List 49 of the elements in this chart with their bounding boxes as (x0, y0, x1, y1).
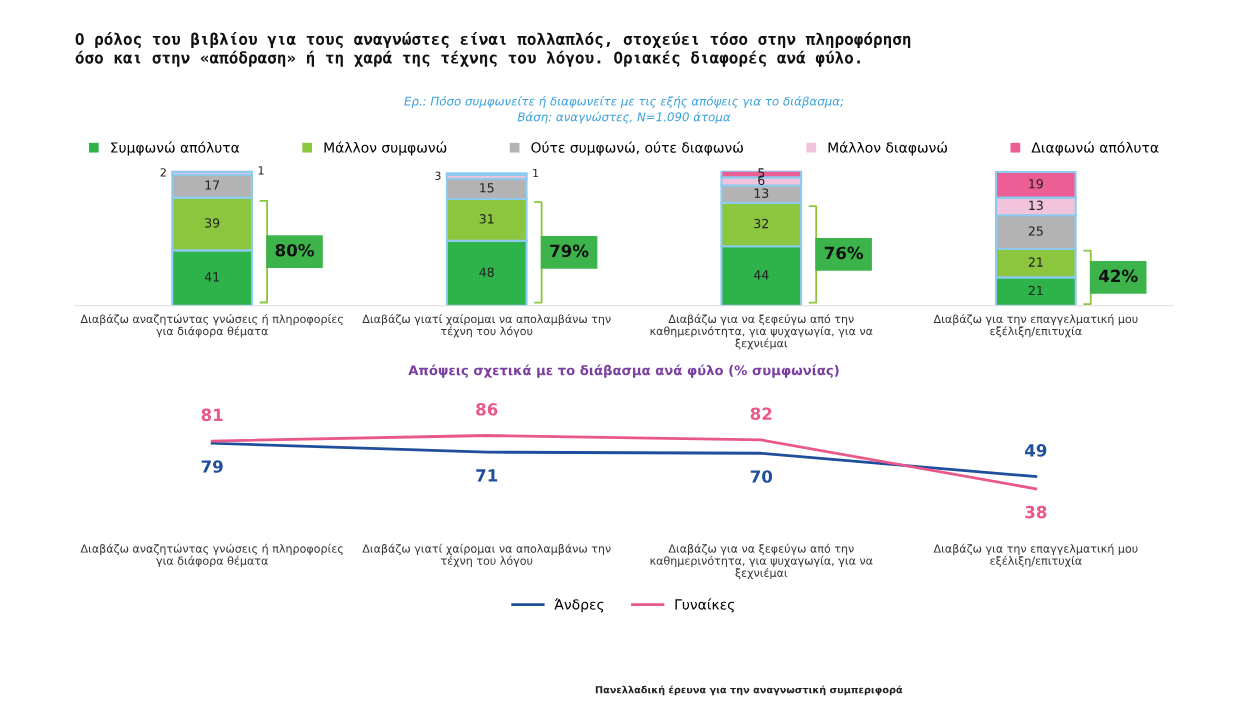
data-label: 70 (750, 470, 773, 483)
data-label: 48 (479, 267, 494, 277)
legend-label: Ούτε συμφωνώ, ούτε διαφωνώ (531, 141, 743, 156)
data-label: 1 (533, 168, 539, 178)
data-label: 41 (204, 272, 219, 282)
legend-label: Μάλλον διαφωνώ (828, 141, 948, 156)
annotation: 76% (824, 246, 864, 260)
data-label: 71 (476, 469, 498, 482)
data-label: 38 (1025, 505, 1047, 519)
data-label: 82 (750, 407, 772, 421)
data-label: 49 (1024, 444, 1047, 457)
x-tick-label: Διαβάζω για να ξεφεύγω από την καθημερινότητα, για ψυχαγωγία, για να ξεχνιέμαι (650, 314, 873, 350)
legend-label: Γυναίκες (675, 598, 734, 613)
x-tick-label: Διαβάζω αναζητώντας γνώσεις ή πληροφορίες για διάφορα θέματα (80, 543, 343, 568)
data-label: 32 (754, 218, 768, 229)
data-label: 21 (1028, 257, 1043, 267)
data-label: 15 (480, 183, 494, 193)
data-label: 3 (435, 171, 441, 180)
data-label: 21 (1028, 285, 1043, 295)
text: Πανελλαδική έρευνα για την αναγνωστική συμπεριφορά (595, 685, 903, 696)
x-tick-label: Διαβάζω για να ξεφεύγω από την καθημερινότητα, για ψυχαγωγία, για να ξεχνιέμαι (650, 543, 873, 580)
data-label: 31 (479, 214, 494, 224)
legend-label: Άνδρες (554, 598, 604, 613)
annotation: 80% (275, 243, 314, 257)
chart-title: Απόψεις σχετικά με το διάβασμα ανά φύλο (% συμφωνίας) (408, 364, 839, 378)
legend-label: Συμφωνώ απόλυτα (111, 141, 240, 156)
data-label: 44 (753, 270, 769, 280)
data-label: 2 (160, 168, 166, 177)
annotation: 79% (550, 244, 589, 258)
data-label: 25 (1028, 226, 1043, 236)
data-label: 1 (258, 166, 264, 175)
data-label: 86 (476, 402, 498, 416)
x-tick-label: Διαβάζω αναζητώντας γνώσεις ή πληροφορίες για διάφορα θέματα (80, 314, 343, 338)
data-label: 79 (201, 460, 223, 473)
data-label: 13 (1029, 200, 1043, 211)
chart-title: Ο ρόλος του βιβλίου για τους αναγνώστες είναι πολλαπλός, στοχεύει τόσο στην πληροφόρηση όσο και στην «απόδραση» ή τη χαρά της τέχνης του λόγου. Οριακές διαφορές ανά φύλο. (75, 31, 911, 67)
legend-label: Μάλλον συμφωνώ (324, 141, 447, 156)
data-label: 17 (205, 180, 220, 190)
x-tick-label: Διαβάζω για την επαγγελματική μου εξέλιξη/επιτυχία (933, 314, 1138, 338)
annotation: 42% (1099, 269, 1138, 283)
data-label: 39 (205, 218, 220, 228)
data-label: 13 (754, 188, 769, 198)
x-tick-label: Διαβάζω για την επαγγελματική μου εξέλιξη/επιτυχία (933, 543, 1138, 568)
data-label: 19 (1029, 179, 1043, 189)
x-tick-label: Διαβάζω γιατί χαίρομαι να απολαμβάνω την τέχνη του λόγου (362, 543, 611, 568)
legend-label: Διαφωνώ απόλυτα (1031, 141, 1159, 156)
data-label: 81 (201, 408, 223, 422)
x-tick-label: Διαβάζω γιατί χαίρομαι να απολαμβάνω την τέχνη του λόγου (362, 314, 611, 338)
chart-subtitle: Ερ.: Πόσο συμφωνείτε ή διαφωνείτε με τις εξής απόψεις για το διάβασμα; Βάση: αναγνώστες, N=1.090 άτομα (404, 95, 844, 124)
